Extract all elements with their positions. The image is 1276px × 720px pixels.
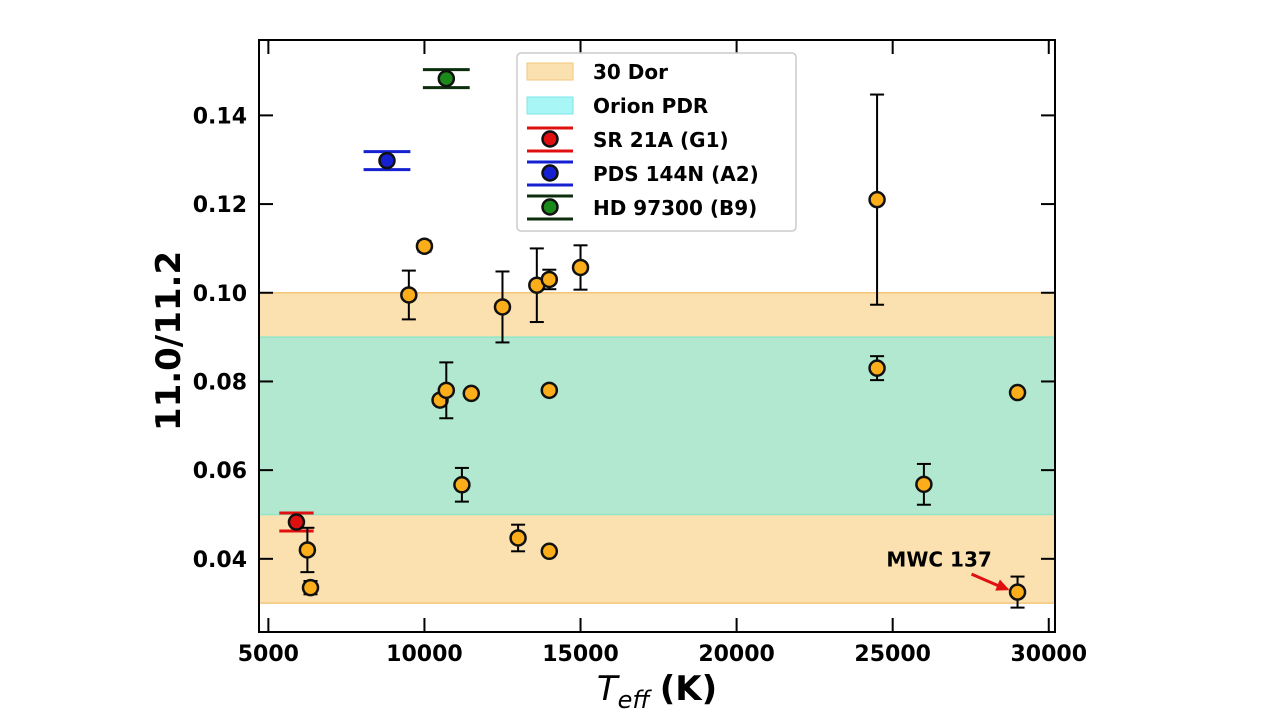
x-axis-label-main: T [597,669,620,709]
legend-swatch [526,96,574,115]
x-axis-label-sub: eff [618,686,653,714]
y-axis-label: 11.0/11.2 [149,251,189,431]
data-point [1008,583,1027,601]
x-tick-label: 15000 [542,642,619,667]
plot-frame [258,39,1056,633]
legend: 30 Dor Orion PDR SR 21A (G1) PDS 144N (A2) H… [516,52,797,232]
data-point [301,578,320,597]
data-point [571,258,590,277]
y-tick-label: 0.08 [193,370,247,395]
axes: 5000 10000 15000 20000 25000 30000 0.04 0.06 0.0… [193,40,1087,667]
data-point [540,270,559,289]
legend-entry: HD 97300 (B9) [527,194,757,221]
y-tick-label: 0.12 [193,193,247,218]
y-tick-label: 0.06 [193,459,247,484]
x-axis-label-unit: (K) [660,669,717,709]
data-point [437,381,456,400]
shaded-bands [259,292,1055,604]
legend-box [516,52,797,232]
data-point [868,190,886,209]
data-point [509,529,527,547]
legend-entry: PDS 144N (A2) [527,160,759,187]
data-point [462,384,481,403]
x-tick-label: 5000 [238,642,299,667]
data-point [298,541,317,559]
x-axis-label: Teff (K) [597,669,717,714]
data-point [400,286,418,304]
annotations: MWC 137 [886,547,1010,591]
data-point [453,476,471,494]
x-tick-label: 10000 [386,642,463,667]
data-point [540,381,559,400]
data-point [287,513,306,531]
legend-marker [541,164,559,182]
x-tick-label: 25000 [854,642,931,667]
legend-label: SR 21A (G1) [593,128,729,152]
legend-label: Orion PDR [593,94,708,118]
legend-entry: 30 Dor [526,60,668,84]
y-tick-label: 0.14 [193,104,247,129]
data-point [437,69,456,88]
data-points [279,68,1027,609]
legend-marker [541,130,559,148]
band-inner [259,337,1055,515]
legend-label: 30 Dor [593,60,668,84]
y-tick-label: 0.10 [193,282,247,307]
x-tick-label: 20000 [698,642,775,667]
data-point [493,298,512,316]
data-point [915,475,933,494]
legend-label: HD 97300 (B9) [593,196,757,220]
data-point [868,359,886,377]
annotation-label: MWC 137 [886,547,991,571]
legend-label: PDS 144N (A2) [593,162,759,186]
data-point [1008,383,1027,402]
annotation-arrowhead [995,579,1010,591]
data-point [378,151,396,170]
legend-marker [541,198,559,216]
y-tick-label: 0.04 [193,548,247,573]
x-tick-label: 30000 [1010,642,1087,667]
data-point [415,237,434,255]
legend-entry: SR 21A (G1) [527,126,729,153]
legend-entry: Orion PDR [526,94,708,118]
annotation-arrow [970,572,1003,589]
legend-swatch [526,62,574,81]
data-point [540,542,559,561]
